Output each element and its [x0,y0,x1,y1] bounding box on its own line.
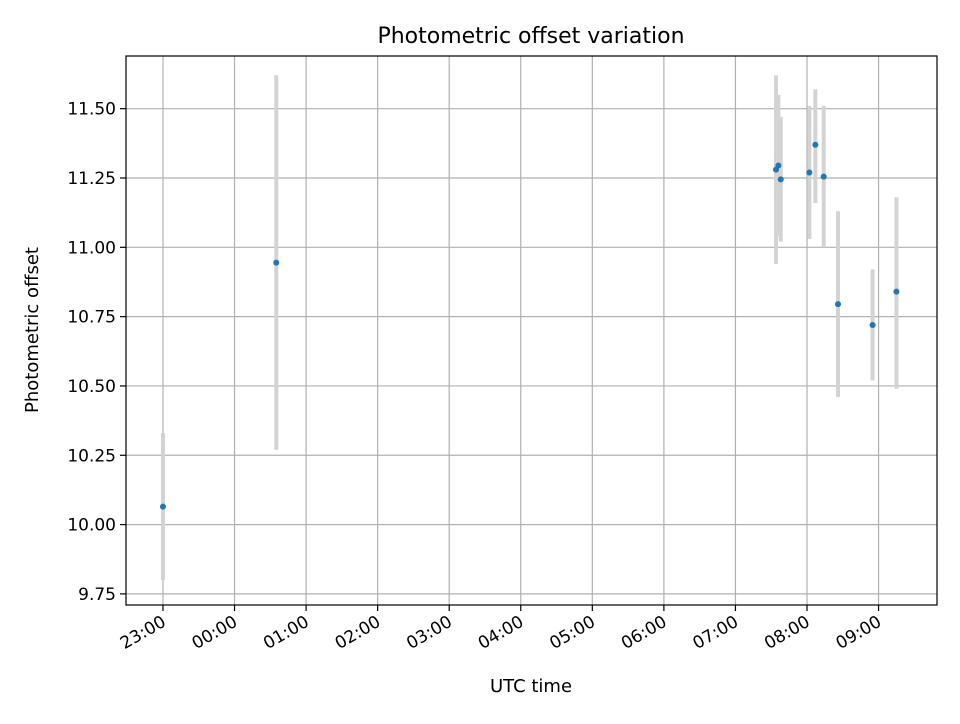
x-tick-layer: 23:00 00:00 01:00 02:00 03:00 04:00 05:00 06:00… [117,605,885,654]
y-tick-layer: 9.75 10.00 10.25 10.50 10.75 11.00 11.25 11.50 [67,100,126,605]
y-tick-label: 10.75 [67,308,116,328]
data-point [777,176,784,183]
grid-layer [126,56,937,605]
data-point [775,162,782,169]
data-point [869,321,876,328]
y-tick-label: 10.50 [67,377,116,397]
y-tick-label: 10.00 [67,516,116,536]
data-point [820,173,827,180]
y-tick-label: 10.25 [67,446,116,466]
data-point [835,301,842,308]
x-tick-label: 07:00 [690,612,742,654]
data-point [893,288,900,295]
data-point [159,503,166,510]
y-tick-label: 11.25 [67,169,116,189]
x-axis-label: UTC time [490,676,572,697]
chart-title: Photometric offset variation [377,24,684,49]
point-layer [159,141,900,510]
x-tick-label: 01:00 [260,612,312,654]
y-tick-label: 11.50 [67,100,116,120]
x-tick-label: 06:00 [618,612,670,654]
x-tick-label: 02:00 [332,612,384,654]
x-tick-label: 04:00 [475,612,527,654]
x-tick-label: 03:00 [403,612,455,654]
data-point [806,169,813,176]
x-tick-label: 09:00 [833,612,885,654]
errorbar-layer [160,75,899,581]
y-tick-label: 11.00 [67,238,116,258]
data-point [812,141,819,148]
y-tick-label: 9.75 [78,585,116,605]
x-tick-label: 00:00 [189,612,241,654]
data-point [273,259,280,266]
x-tick-label: 23:00 [117,612,169,654]
x-tick-label: 05:00 [546,612,598,654]
x-tick-label: 08:00 [761,612,813,654]
y-axis-label: Photometric offset [22,247,43,413]
plot-frame [125,55,938,606]
